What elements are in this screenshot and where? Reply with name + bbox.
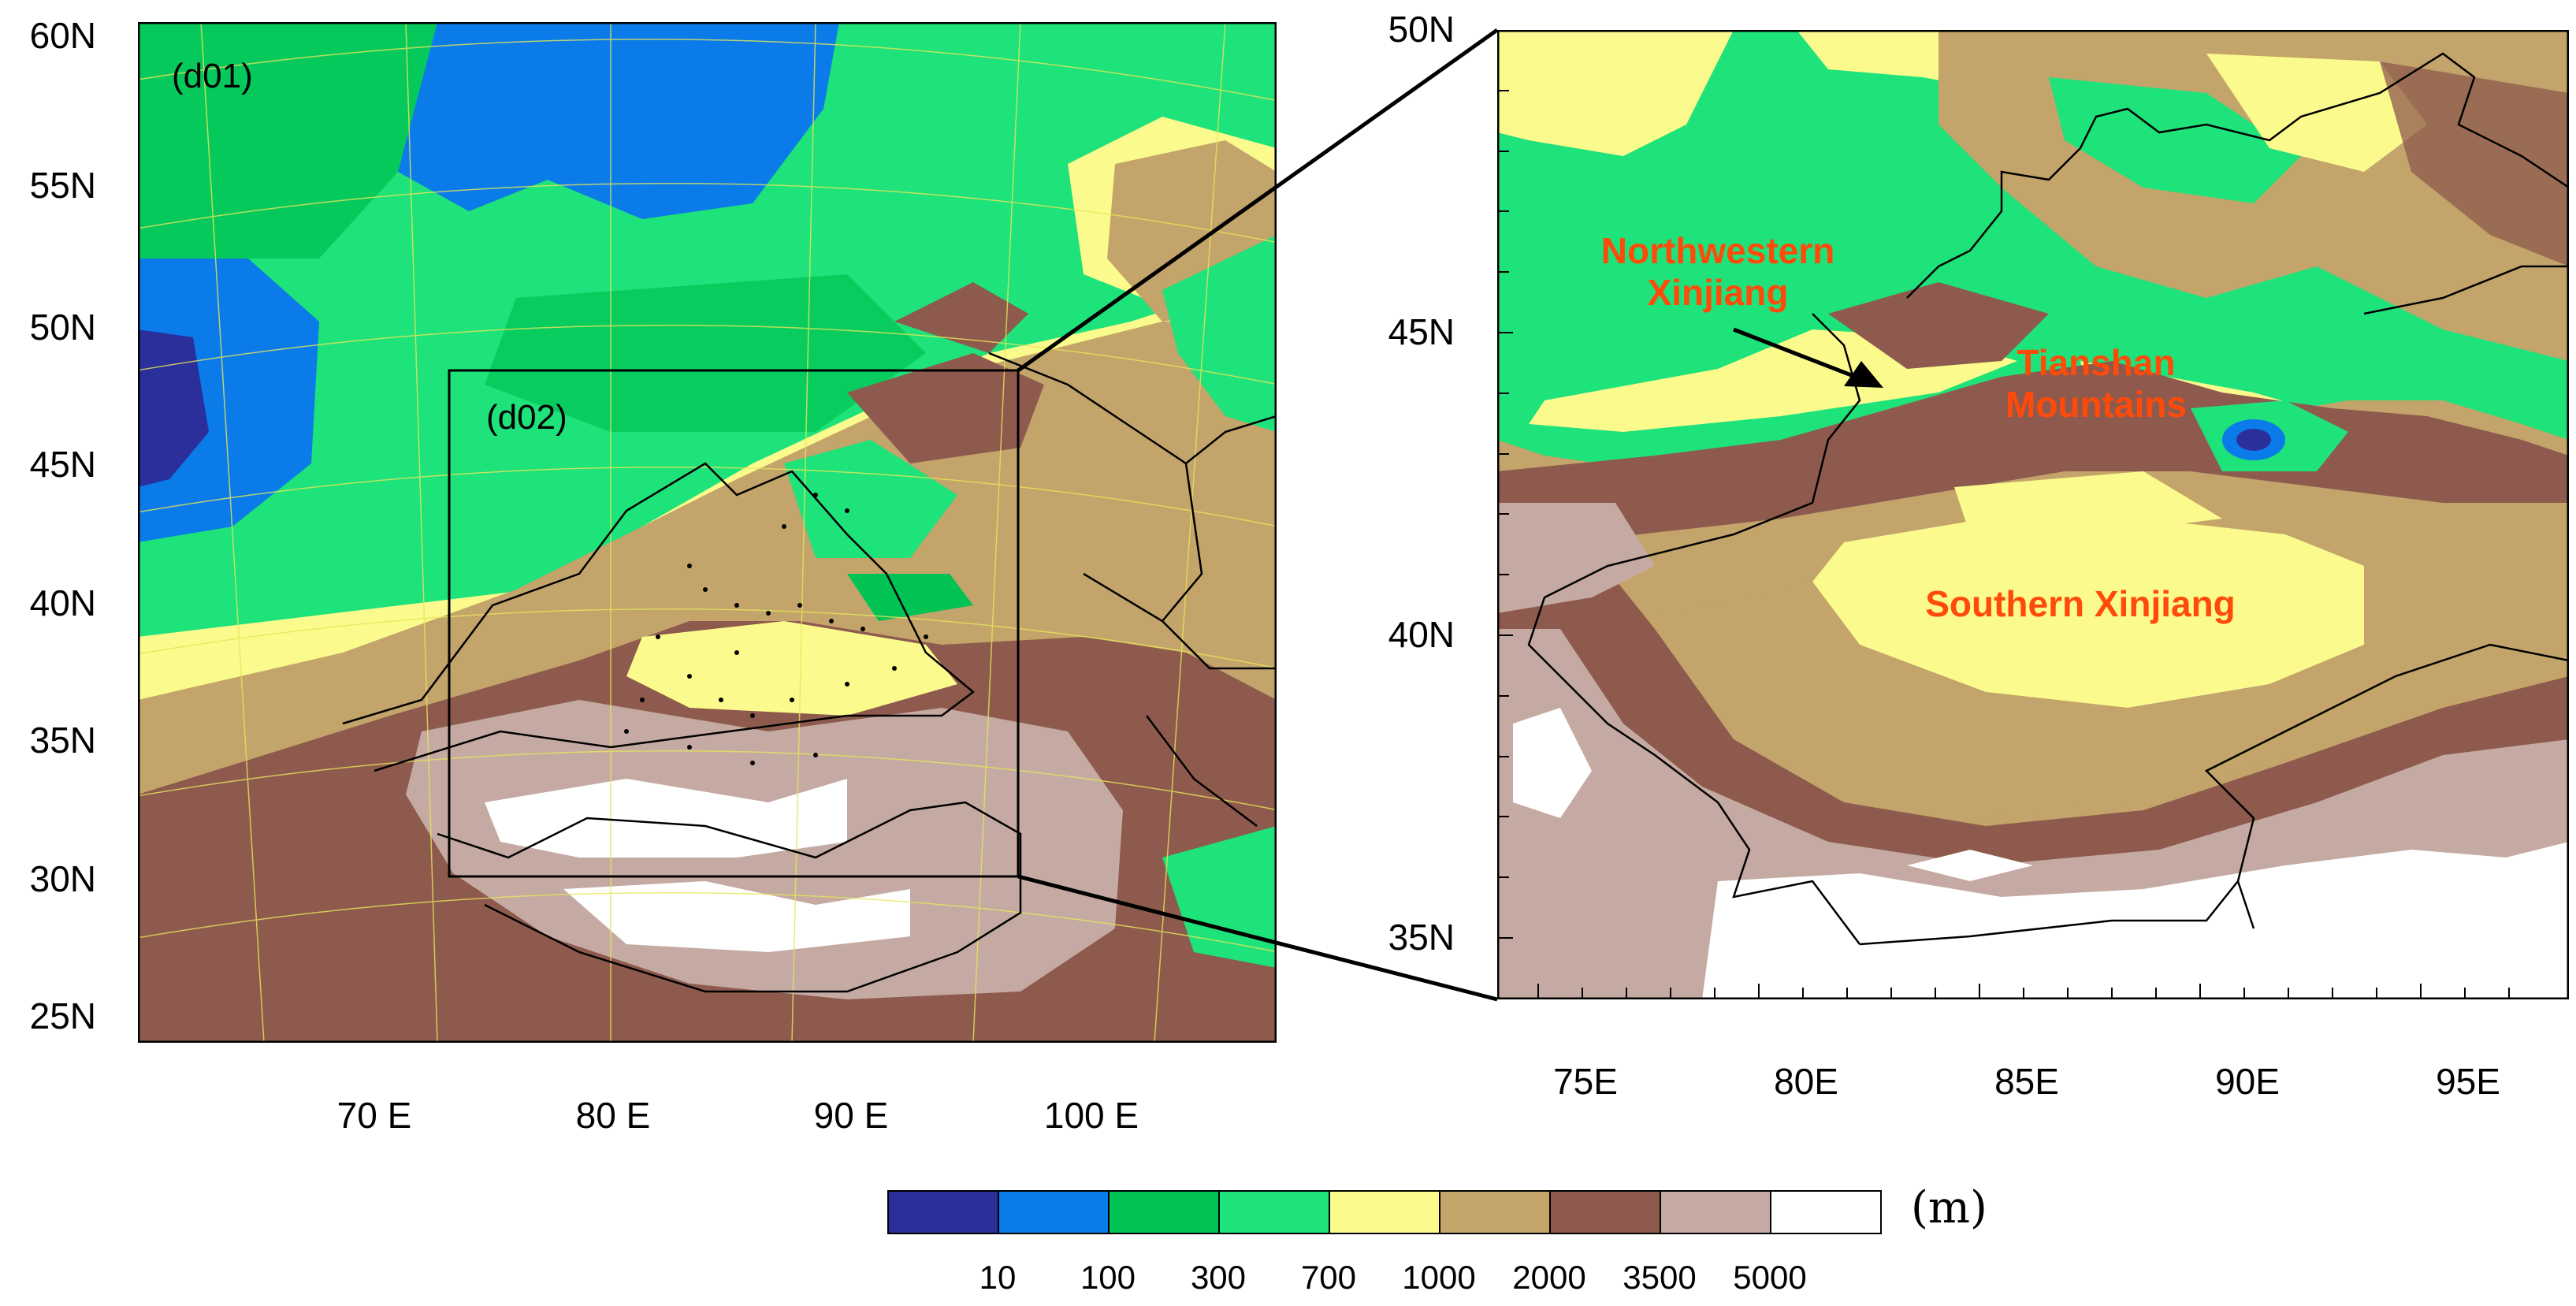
lon-label-80e-right: 80E: [1774, 1061, 1838, 1102]
lat-label-40n-right: 40N: [1388, 614, 1455, 655]
lon-label-90e: 90 E: [813, 1095, 889, 1136]
lon-label-100e: 100 E: [1043, 1095, 1139, 1136]
legend-tick-10: 10: [979, 1259, 1017, 1296]
legend-swatch-7: [1660, 1190, 1771, 1234]
legend-swatch-8: [1770, 1190, 1882, 1234]
lon-label-95e: 95E: [2436, 1061, 2500, 1102]
annotation-tianshan-mountains: Tianshan Mountains: [2005, 342, 2187, 425]
lat-label-35n: 35N: [29, 720, 96, 761]
legend-tick-700: 700: [1300, 1259, 1357, 1296]
lon-label-75e: 75E: [1553, 1061, 1618, 1102]
lat-label-25n: 25N: [29, 995, 96, 1036]
left-map: [138, 22, 1277, 1043]
legend-swatch-2: [1108, 1190, 1220, 1234]
lon-label-70e: 70 E: [336, 1095, 412, 1136]
domain-label-d01: (d01): [172, 57, 253, 95]
legend-tick-1000: 1000: [1402, 1259, 1476, 1296]
annotation-southern-xinjiang: Southern Xinjiang: [1925, 583, 2236, 624]
legend-tick-2000: 2000: [1512, 1259, 1586, 1296]
lat-label-40n: 40N: [29, 582, 96, 623]
lat-label-35n-right: 35N: [1388, 917, 1455, 958]
legend-swatch-6: [1549, 1190, 1661, 1234]
lat-label-30n: 30N: [29, 858, 96, 899]
lat-label-50n-right: 50N: [1388, 9, 1455, 50]
lon-label-85e: 85E: [1994, 1061, 2059, 1102]
legend-tick-300: 300: [1190, 1259, 1247, 1296]
lat-label-45n: 45N: [29, 444, 96, 485]
legend-tick-100: 100: [1080, 1259, 1136, 1296]
lon-label-80e: 80 E: [575, 1095, 651, 1136]
lon-label-90e-right: 90E: [2215, 1061, 2280, 1102]
legend-swatch-4: [1329, 1190, 1440, 1234]
right-map: [1497, 30, 2569, 999]
legend-tick-3500: 3500: [1623, 1259, 1697, 1296]
lat-label-50n: 50N: [29, 307, 96, 348]
legend-swatch-3: [1218, 1190, 1330, 1234]
lat-label-60n: 60N: [29, 15, 96, 56]
legend-swatch-5: [1439, 1190, 1551, 1234]
legend-unit: (m): [1911, 1182, 1987, 1233]
legend-swatch-0: [887, 1190, 999, 1234]
lat-label-55n: 55N: [29, 165, 96, 206]
legend-swatch-1: [998, 1190, 1110, 1234]
lat-label-45n-right: 45N: [1388, 311, 1455, 352]
domain-label-d02: (d02): [486, 398, 567, 437]
annotation-northwestern-xinjiang: Northwestern Xinjiang: [1600, 230, 1835, 313]
legend-tick-5000: 5000: [1733, 1259, 1807, 1296]
